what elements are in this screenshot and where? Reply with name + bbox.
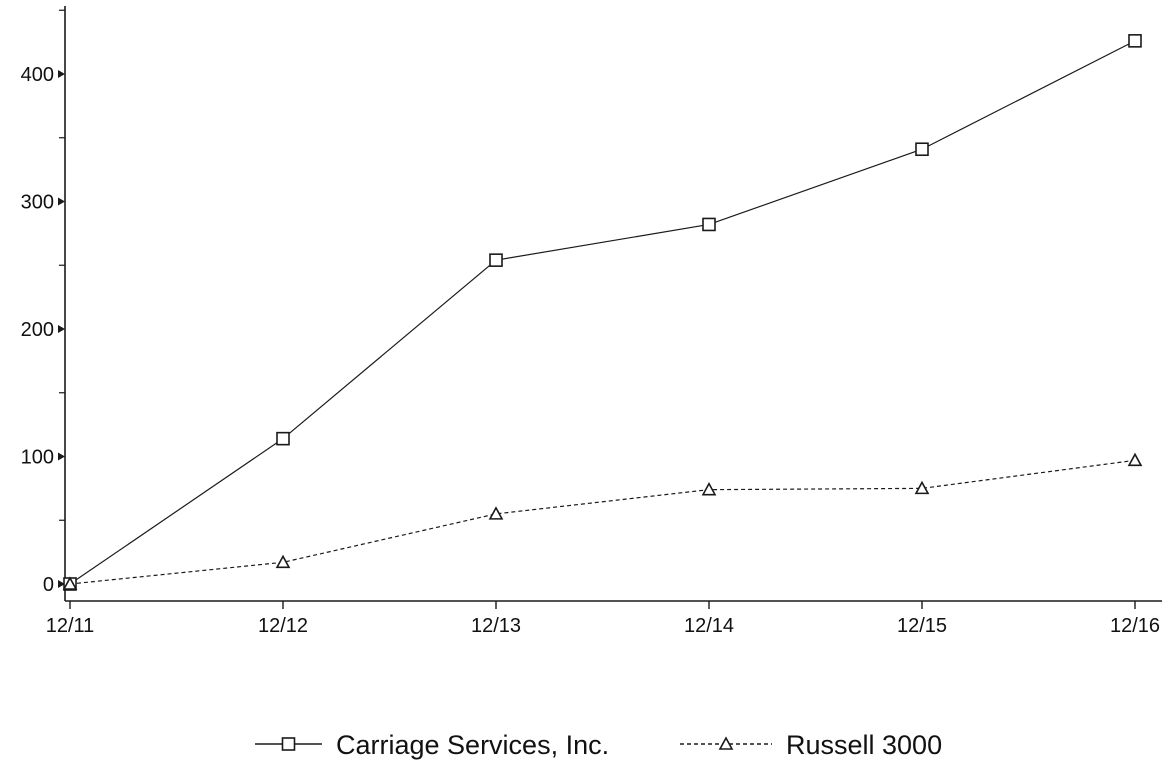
- y-tick-mark: [58, 452, 65, 461]
- x-tick-label: 12/16: [1110, 615, 1160, 637]
- triangle-marker: [275, 554, 291, 569]
- y-tick-mark: [58, 325, 65, 333]
- triangle-marker: [914, 480, 930, 495]
- x-tick-label: 12/11: [46, 615, 95, 637]
- legend-triangle-marker: [718, 736, 734, 750]
- y-tick-label: 300: [21, 192, 54, 214]
- legend-item: Russell 3000: [680, 730, 942, 760]
- x-tick-label: 12/13: [471, 615, 521, 637]
- series-line-russell-3000: [69, 459, 1136, 585]
- triangle-marker: [488, 506, 504, 520]
- triangle-marker: [62, 576, 78, 590]
- x-tick-label: 12/15: [897, 615, 947, 637]
- square-marker: [1128, 34, 1142, 48]
- y-tick-mark: [58, 197, 65, 206]
- legend-square-marker: [281, 737, 296, 751]
- legend-label: Russell 3000: [786, 730, 942, 760]
- y-tick-label: 100: [21, 447, 54, 469]
- y-tick-label: 400: [21, 64, 54, 86]
- triangle-marker: [701, 481, 717, 496]
- y-tick-mark: [58, 580, 65, 588]
- x-tick-label: 12/14: [684, 615, 734, 637]
- y-tick-label: 200: [21, 319, 54, 341]
- legend-item: Carriage Services, Inc.: [255, 730, 609, 760]
- square-marker: [915, 142, 929, 157]
- square-marker: [489, 253, 503, 267]
- triangle-marker: [1127, 452, 1143, 467]
- legend-label: Carriage Services, Inc.: [336, 730, 609, 760]
- square-marker: [276, 431, 290, 446]
- y-tick-label: 0: [43, 574, 54, 596]
- square-marker: [702, 217, 716, 232]
- y-tick-mark: [58, 70, 65, 78]
- x-tick-label: 12/12: [258, 615, 308, 637]
- series-line-carriage-services: [69, 40, 1136, 585]
